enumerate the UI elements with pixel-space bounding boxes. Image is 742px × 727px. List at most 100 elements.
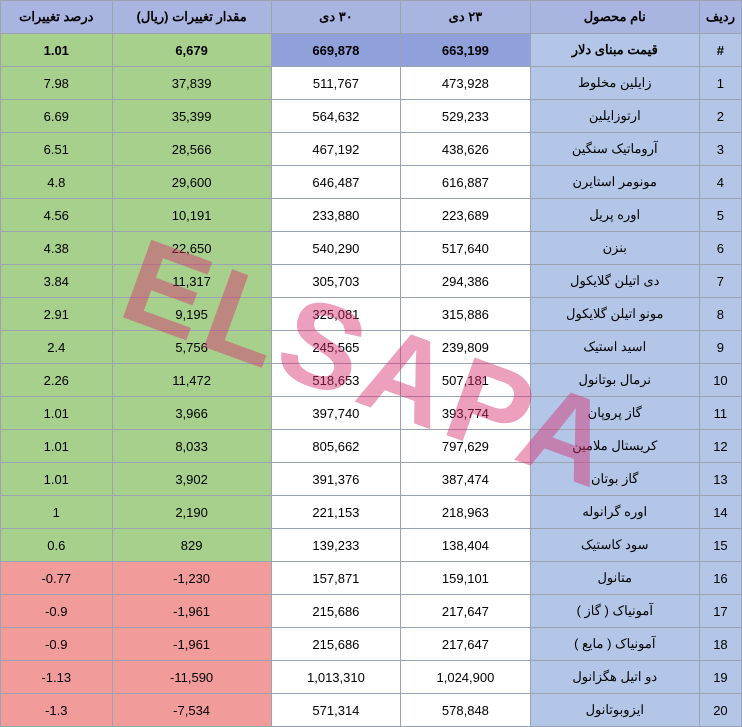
- cell-price-d23: 315,886: [401, 298, 531, 331]
- cell-price-d30: 157,871: [271, 562, 401, 595]
- cell-price-d30: 245,565: [271, 331, 401, 364]
- col-header-amount: مقدار تغییرات (ریال): [112, 1, 271, 34]
- cell-change-amount: -1,961: [112, 595, 271, 628]
- cell-price-d30: 215,686: [271, 595, 401, 628]
- cell-price-d23: 159,101: [401, 562, 531, 595]
- cell-price-d23: 507,181: [401, 364, 531, 397]
- cell-price-d30: 305,703: [271, 265, 401, 298]
- cell-change-amount: 3,902: [112, 463, 271, 496]
- cell-price-d30: 467,192: [271, 133, 401, 166]
- cell-price-d30: 325,081: [271, 298, 401, 331]
- cell-price-d23: 223,689: [401, 199, 531, 232]
- cell-product-name: دی اتیلن گلایکول: [530, 265, 699, 298]
- cell-price-d30: 564,632: [271, 100, 401, 133]
- cell-price-d30: 139,233: [271, 529, 401, 562]
- cell-product-name: زایلین مخلوط: [530, 67, 699, 100]
- cell-rownum: 1: [699, 67, 741, 100]
- cell-change-amount: 9,195: [112, 298, 271, 331]
- price-change-table: ردیف نام محصول ۲۳ دی ۳۰ دی مقدار تغییرات…: [0, 0, 742, 727]
- table-row: 18آمونیاک ( مایع )217,647215,686-1,961-0…: [1, 628, 742, 661]
- cell-change-pct: 7.98: [1, 67, 113, 100]
- cell-price-d30: 397,740: [271, 397, 401, 430]
- cell-product-name: قیمت مبنای دلار: [530, 34, 699, 67]
- cell-change-amount: 22,650: [112, 232, 271, 265]
- cell-rownum: 15: [699, 529, 741, 562]
- cell-product-name: مونومر استایرن: [530, 166, 699, 199]
- cell-change-amount: 3,966: [112, 397, 271, 430]
- cell-change-pct: -0.77: [1, 562, 113, 595]
- table-row: 3آروماتیک سنگین438,626467,19228,5666.51: [1, 133, 742, 166]
- cell-price-d23: 797,629: [401, 430, 531, 463]
- cell-product-name: اوره پریل: [530, 199, 699, 232]
- cell-price-d30: 646,487: [271, 166, 401, 199]
- cell-rownum: 6: [699, 232, 741, 265]
- cell-rownum: #: [699, 34, 741, 67]
- table-row: 9اسید استیک239,809245,5655,7562.4: [1, 331, 742, 364]
- table-row: 1زایلین مخلوط473,928511,76737,8397.98: [1, 67, 742, 100]
- cell-price-d23: 1,024,900: [401, 661, 531, 694]
- table-row: 14اوره گرانوله218,963221,1532,1901: [1, 496, 742, 529]
- cell-change-amount: -11,590: [112, 661, 271, 694]
- cell-price-d30: 1,013,310: [271, 661, 401, 694]
- cell-price-d23: 438,626: [401, 133, 531, 166]
- cell-product-name: بنزن: [530, 232, 699, 265]
- col-header-name: نام محصول: [530, 1, 699, 34]
- cell-price-d30: 669,878: [271, 34, 401, 67]
- cell-price-d23: 529,233: [401, 100, 531, 133]
- cell-change-pct: 1.01: [1, 463, 113, 496]
- cell-price-d30: 233,880: [271, 199, 401, 232]
- cell-change-amount: 10,191: [112, 199, 271, 232]
- cell-change-pct: 2.4: [1, 331, 113, 364]
- cell-price-d23: 218,963: [401, 496, 531, 529]
- table-row: 8مونو اتیلن گلایکول315,886325,0819,1952.…: [1, 298, 742, 331]
- cell-rownum: 17: [699, 595, 741, 628]
- cell-product-name: ارتوزایلین: [530, 100, 699, 133]
- cell-price-d30: 511,767: [271, 67, 401, 100]
- cell-change-pct: 3.84: [1, 265, 113, 298]
- cell-product-name: کریستال ملامین: [530, 430, 699, 463]
- cell-change-pct: 1.01: [1, 397, 113, 430]
- cell-price-d30: 215,686: [271, 628, 401, 661]
- cell-change-amount: -1,230: [112, 562, 271, 595]
- cell-product-name: گاز بوتان: [530, 463, 699, 496]
- cell-change-amount: 35,399: [112, 100, 271, 133]
- cell-change-amount: 5,756: [112, 331, 271, 364]
- cell-rownum: 3: [699, 133, 741, 166]
- cell-product-name: دو اتیل هگزانول: [530, 661, 699, 694]
- cell-change-amount: 829: [112, 529, 271, 562]
- cell-product-name: اسید استیک: [530, 331, 699, 364]
- cell-change-pct: -1.13: [1, 661, 113, 694]
- cell-product-name: نرمال بوتانول: [530, 364, 699, 397]
- cell-product-name: اوره گرانوله: [530, 496, 699, 529]
- cell-change-pct: 4.56: [1, 199, 113, 232]
- col-header-row: ردیف: [699, 1, 741, 34]
- cell-rownum: 14: [699, 496, 741, 529]
- cell-change-amount: 2,190: [112, 496, 271, 529]
- cell-change-amount: 11,317: [112, 265, 271, 298]
- cell-change-pct: 0.6: [1, 529, 113, 562]
- cell-rownum: 10: [699, 364, 741, 397]
- cell-change-pct: -0.9: [1, 595, 113, 628]
- cell-rownum: 7: [699, 265, 741, 298]
- table-row: 11گاز پروپان393,774397,7403,9661.01: [1, 397, 742, 430]
- cell-rownum: 11: [699, 397, 741, 430]
- cell-product-name: مونو اتیلن گلایکول: [530, 298, 699, 331]
- cell-price-d23: 294,386: [401, 265, 531, 298]
- col-header-d30: ۳۰ دی: [271, 1, 401, 34]
- table-row: 5اوره پریل223,689233,88010,1914.56: [1, 199, 742, 232]
- cell-change-pct: 2.91: [1, 298, 113, 331]
- cell-rownum: 18: [699, 628, 741, 661]
- cell-rownum: 13: [699, 463, 741, 496]
- cell-rownum: 2: [699, 100, 741, 133]
- table-row: 16متانول159,101157,871-1,230-0.77: [1, 562, 742, 595]
- cell-change-pct: 6.51: [1, 133, 113, 166]
- cell-price-d23: 663,199: [401, 34, 531, 67]
- cell-change-pct: 2.26: [1, 364, 113, 397]
- table-row: 10نرمال بوتانول507,181518,65311,4722.26: [1, 364, 742, 397]
- cell-price-d30: 221,153: [271, 496, 401, 529]
- cell-change-pct: 4.8: [1, 166, 113, 199]
- cell-price-d30: 540,290: [271, 232, 401, 265]
- cell-price-d23: 217,647: [401, 595, 531, 628]
- cell-price-d30: 805,662: [271, 430, 401, 463]
- cell-product-name: سود کاستیک: [530, 529, 699, 562]
